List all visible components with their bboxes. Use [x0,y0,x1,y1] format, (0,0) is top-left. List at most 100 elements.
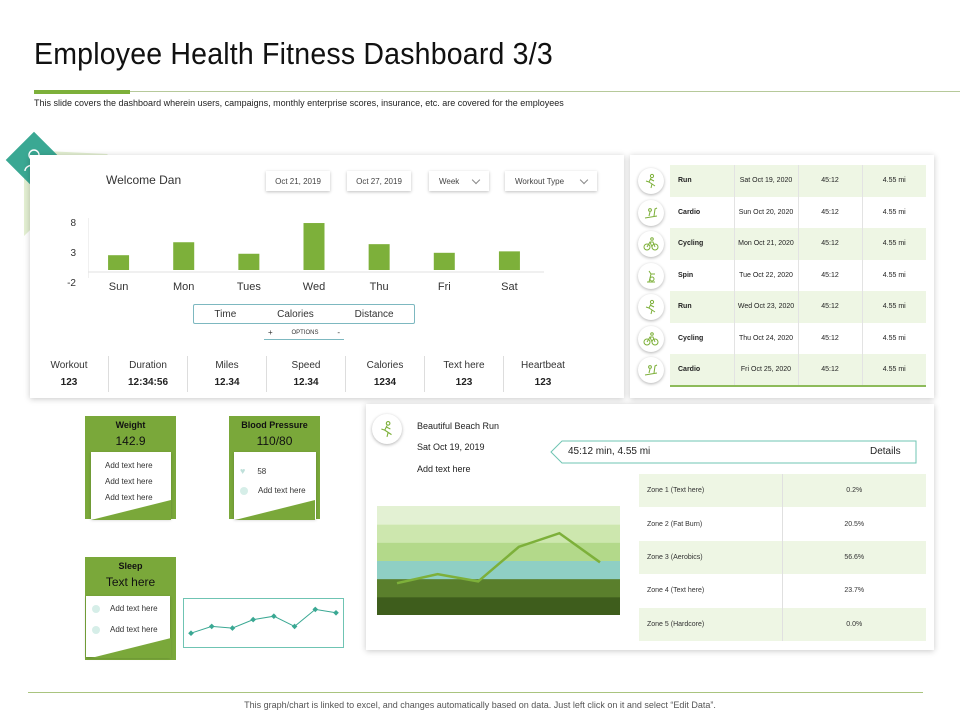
table-row[interactable]: Run Sat Oct 19, 2020 45:12 4.55 mi [670,165,926,197]
options-minus-button[interactable]: - [337,328,340,337]
table-row[interactable]: Zone 5 (Hardcore) 0.0% [639,607,926,641]
bar-sat [498,251,520,270]
table-row[interactable]: Zone 2 (Fat Burn) 20.5% [639,507,926,541]
zone-value-cell: 56.6% [781,540,926,575]
welcome-greeting: Welcome Dan [106,173,182,187]
workout-type-value: Workout Type [515,176,565,186]
metric-calories-option[interactable]: Calories [277,308,314,320]
workout-type-select[interactable]: Workout Type [505,171,597,191]
day-label: Sun [108,281,129,293]
zone-band [377,596,620,615]
table-row[interactable]: Cycling Thu Oct 24, 2020 45:12 4.55 mi [670,322,926,354]
table-row[interactable]: Run Wed Oct 23, 2020 45:12 4.55 mi [670,291,926,323]
heart-icon: ♥ [240,466,246,476]
zone-band [377,578,620,598]
date-to-picker[interactable]: Oct 27, 2019 [347,171,411,191]
sleep-note: Add text here [110,625,158,634]
day-label: Wed [302,281,326,293]
stat-label: Duration [129,360,167,371]
metric-distance-option[interactable]: Distance [354,308,394,320]
workout-type-cell: Run [670,165,734,197]
stat-divider [345,356,346,392]
workout-time-cell: 45:12 [797,196,862,228]
weight-note: Add text here [105,477,153,486]
workout-date-cell: Thu Oct 24, 2020 [733,322,798,354]
stat-heartbeat: Heartbeat 123 [504,360,582,388]
details-button[interactable]: Details [870,446,901,457]
metric-toggle: Time Calories Distance [193,304,415,324]
table-row[interactable]: Zone 3 (Aerobics) 56.6% [639,540,926,575]
metric-time-option[interactable]: Time [214,308,237,320]
sleep-note: Add text here [110,604,158,613]
stat-value: 123 [60,377,78,388]
zone-band [377,542,620,561]
stat-divider [187,356,188,392]
table-row[interactable]: Spin Tue Oct 22, 2020 45:12 4.55 mi [670,259,926,291]
workout-time-cell: 45:12 [797,291,862,323]
day-label: Sat [501,281,518,293]
table-row[interactable]: Cardio Fri Oct 25, 2020 45:12 4.55 mi [670,354,926,386]
stat-value: 1234 [373,377,397,388]
sleep-point [312,606,319,613]
y-tick-label: 3 [70,248,76,259]
workout-type-cell: Cardio [670,196,734,228]
workout-time-cell: 45:12 [797,354,862,386]
table-row[interactable]: Cardio Sun Oct 20, 2020 45:12 4.55 mi [670,196,926,228]
table-row[interactable]: Zone 4 (Text here) 23.7% [639,574,926,608]
stat-value: 123 [534,377,552,388]
stats-row: Workout 123 Duration 12:34:56 Miles 12.34 S… [30,356,585,392]
zone-value-cell: 23.7% [781,574,926,608]
run-summary: 45:12 min, 4.55 mi [568,446,651,457]
workout-time-cell: 45:12 [797,259,862,291]
heart-zone-chart [377,506,620,615]
blood-pressure-note: Add text here [258,486,306,495]
stat-calories: Calories 1234 [346,360,424,388]
workout-type-cell: Run [670,291,734,323]
table-row[interactable]: Cycling Mon Oct 21, 2020 45:12 4.55 mi [670,228,926,260]
day-label: Mon [173,281,195,293]
run-summary-bar-shape [550,440,917,464]
treadmill-icon [638,357,664,383]
bar-thu [368,244,390,270]
weight-card-fold [91,500,171,520]
workout-time-cell: 45:12 [797,322,862,354]
zone-value-cell: 0.0% [781,607,926,641]
page-subtitle: This slide covers the dashboard wherein … [34,98,564,108]
workout-type-cell: Spin [670,259,734,291]
stat-value: 12:34:56 [127,377,169,388]
date-from-picker[interactable]: Oct 21, 2019 [266,171,330,191]
stat-label: Speed [291,360,321,371]
stat-divider [108,356,109,392]
zone-label-cell: Zone 5 (Hardcore) [639,607,782,641]
workout-date-cell: Fri Oct 25, 2020 [733,354,798,386]
options-label: OPTIONS [291,329,319,336]
period-select[interactable]: Week [429,171,489,191]
weight-value: 142.9 [115,434,146,448]
date-from-value: Oct 21, 2019 [275,176,321,186]
zone-label-cell: Zone 2 (Fat Burn) [639,507,782,541]
bp-card-fold [235,500,315,520]
stat-divider [424,356,425,392]
sleep-point [188,630,194,637]
weekly-overview-panel [30,155,624,398]
weight-title: Weight [115,420,146,430]
cycling-icon [638,231,664,257]
dot-icon [240,486,248,495]
stat-value: 123 [455,377,473,388]
sleep-chart-frame [183,598,344,648]
table-row[interactable]: Zone 1 (Text here) 0.2% [639,474,926,508]
zone-series-line [396,531,601,585]
sleep-line-chart [188,606,339,637]
stat-label: Workout [50,360,88,371]
date-to-value: Oct 27, 2019 [356,176,402,186]
workout-date-cell: Mon Oct 21, 2020 [733,228,798,260]
sleep-series-line [190,608,337,634]
sleep-title: Sleep [118,561,143,571]
stat-value: 12.34 [214,377,240,388]
zone-label-cell: Zone 4 (Text here) [639,574,782,608]
treadmill-icon [638,199,664,226]
title-accent-bar [34,90,130,94]
stat-duration: Duration 12:34:56 [109,360,187,388]
workout-date-cell: Wed Oct 23, 2020 [733,291,798,323]
options-plus-button[interactable]: + [268,328,273,337]
